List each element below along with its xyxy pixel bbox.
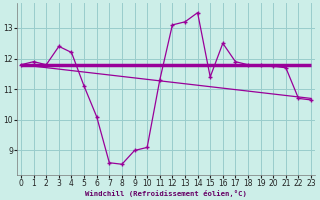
X-axis label: Windchill (Refroidissement éolien,°C): Windchill (Refroidissement éolien,°C) [85,190,247,197]
